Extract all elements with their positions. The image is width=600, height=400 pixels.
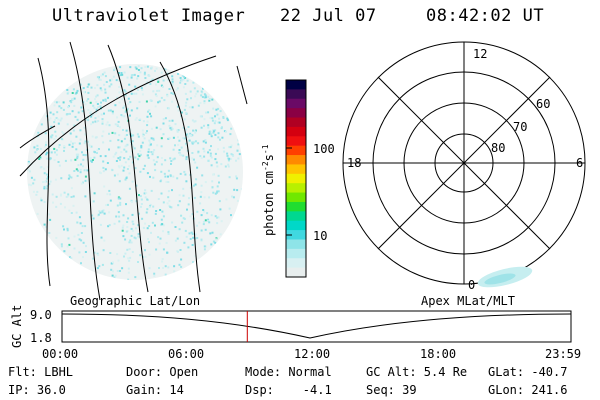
mlt-label-0: 0 [468, 278, 476, 292]
colorbar-segment [286, 267, 306, 278]
colorbar-segment [286, 80, 306, 90]
polar-plot [342, 41, 586, 285]
colorbar [285, 79, 307, 278]
colorbar-segment [286, 117, 306, 128]
mlt-label-12: 12 [473, 47, 488, 61]
seq-info: Seq: 39 [366, 383, 417, 397]
colorbar-segment [286, 145, 306, 156]
polar-aurora-patch [477, 266, 533, 288]
instrument-title: Ultraviolet Imager [52, 6, 246, 26]
mlt-label-18: 18 [347, 156, 362, 170]
colorbar-tick-10: 10 [313, 229, 328, 243]
mlt-label-6: 6 [576, 156, 584, 170]
time-tick-1800: 18:00 [420, 347, 457, 361]
time-tick-2359: 23:59 [545, 347, 582, 361]
colorbar-segment [286, 173, 306, 184]
apex-mlat-mlt-title: Apex MLat/MLT [421, 294, 515, 308]
colorbar-segment [286, 201, 306, 212]
date-label: 22 Jul 07 [280, 6, 377, 26]
colorbar-unit-label: photon cm-2s-1 [261, 144, 276, 236]
colorbar-segment [286, 155, 306, 166]
time-tick-0600: 06:00 [168, 347, 205, 361]
time-tick-1200: 12:00 [294, 347, 331, 361]
colorbar-segment [286, 211, 306, 222]
dsp-info: Dsp: -4.1 [245, 383, 332, 397]
gc-alt-info: GC Alt: 5.4 Re [366, 365, 468, 379]
colorbar-segment [286, 89, 306, 100]
glon-info: GLon: 241.6 [488, 383, 568, 397]
mlat-label-80: 80 [491, 141, 506, 155]
colorbar-segment [286, 192, 306, 203]
time-tick-0000: 00:00 [42, 347, 79, 361]
colorbar-segment [286, 98, 306, 109]
colorbar-segment [286, 230, 306, 241]
time-label: 08:42:02 UT [426, 6, 545, 26]
colorbar-segment [286, 220, 306, 231]
glat-info: GLat: -40.7 [488, 365, 568, 379]
colorbar-segment [286, 126, 306, 137]
geo-latlon-title: Geographic Lat/Lon [70, 294, 201, 308]
colorbar-segment [286, 183, 306, 194]
mlat-label-70: 70 [513, 120, 528, 134]
colorbar-segment [286, 108, 306, 119]
colorbar-segment [286, 136, 306, 147]
ip-info: IP: 36.0 [8, 383, 66, 397]
filter-info: Flt: LBHL [8, 365, 74, 379]
mlat-label-60: 60 [536, 97, 551, 111]
colorbar-segment [286, 239, 306, 250]
colorbar-tick-100: 100 [313, 142, 335, 156]
alt-tick-1-8: 1.8 [30, 331, 52, 345]
gc-alt-ylabel: GC Alt [10, 304, 24, 348]
geographic-grid [19, 41, 248, 301]
gain-info: Gain: 14 [126, 383, 184, 397]
colorbar-segment [286, 164, 306, 175]
mode-info: Mode: Normal [245, 365, 332, 379]
colorbar-segment [286, 248, 306, 259]
alt-tick-9: 9.0 [30, 308, 52, 322]
colorbar-segment [286, 258, 306, 269]
door-info: Door: Open [126, 365, 199, 379]
altitude-plot [61, 310, 572, 343]
